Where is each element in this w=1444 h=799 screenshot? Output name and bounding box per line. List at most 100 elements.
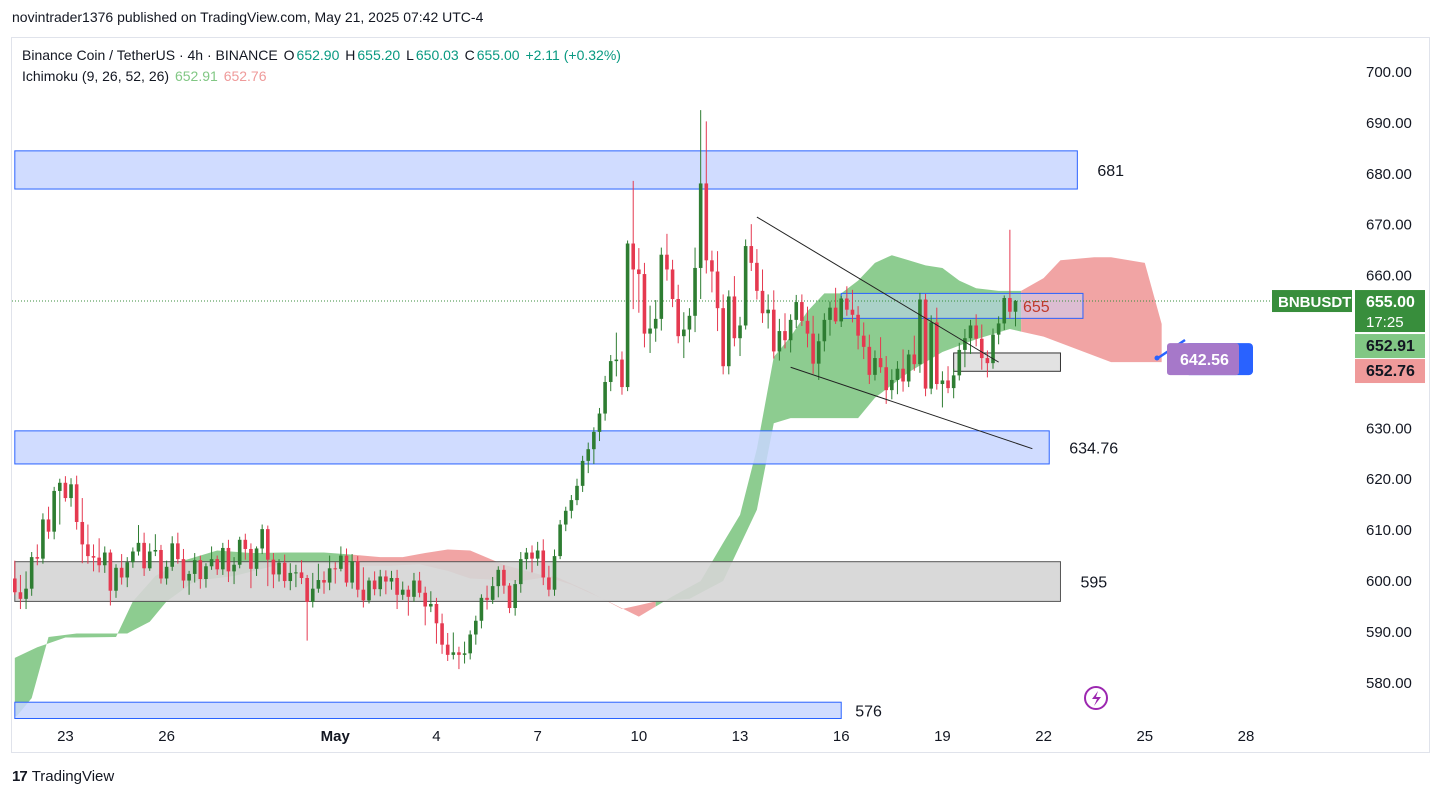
candle-body [518,559,523,585]
indicator-value-1: 652.91 [174,68,218,84]
candle-body [541,550,546,578]
candle-body [648,328,652,334]
candle-body [822,319,827,342]
symbol-tag: BNBUSDT [1278,294,1351,311]
candle-body [80,521,85,545]
chart-legend: Binance Coin / TetherUS · 4h · BINANCE O… [22,45,623,87]
candle-body [710,260,714,272]
candle-body [86,544,90,557]
target-pointer-dot [1154,355,1160,361]
candle-body [816,341,821,364]
candle-body [378,576,383,590]
candle-body [69,484,73,499]
candle-body [777,331,782,352]
candle-body [52,490,56,532]
zone-label: 681 [1097,163,1124,180]
candle-body [102,552,107,566]
candle-body [226,547,231,572]
tradingview-logo-icon: 17 [12,768,28,785]
candle-body [771,309,776,352]
candle-body [552,556,557,590]
zones-layer [14,150,1084,720]
candle-body [350,561,354,583]
low-label: L [406,47,414,63]
candle-body [934,322,939,385]
candle-body [524,552,529,560]
ichimoku-tag-bg [1355,334,1425,359]
candle-body [558,524,562,557]
candle-body [322,580,326,583]
candle-body [170,543,175,567]
candle-body [367,580,371,601]
open-label: O [283,47,295,63]
candle-body [136,542,141,552]
candle-body [901,368,905,382]
candle-body [878,358,883,368]
price-tag-bg [1355,290,1425,333]
candle-body [204,566,208,580]
zone-label: 595 [1080,575,1107,592]
publisher-line: novintrader1376 published on TradingView… [12,9,484,25]
candle-body [159,549,163,579]
candle-body [603,381,607,414]
candle-body [738,325,742,339]
candle-body [457,652,461,655]
candle-body [760,290,765,314]
zone-support [14,701,842,720]
indicator-line: Ichimoku (9, 26, 52, 26) 652.91 652.76 [22,66,623,87]
candle-body [294,572,298,574]
candle-body [800,302,804,321]
candle-body [361,589,366,601]
candle-body [344,555,349,583]
trendline [790,366,1033,450]
candle-body [277,562,281,575]
candle-body [490,586,495,600]
x-tick-label: 26 [158,728,175,745]
y-tick-label: 690.00 [1366,115,1412,132]
candle-body [305,577,309,602]
candle-body [530,552,534,559]
candle-body [339,555,343,569]
candle-body [125,562,130,578]
candle-body [620,359,624,388]
x-tick-label: 4 [432,728,440,745]
candle-body [715,271,720,309]
candle-body [502,569,506,586]
candle-body [580,460,585,486]
x-tick-label: 13 [732,728,749,745]
candle-body [131,551,135,563]
candle-body [625,243,630,388]
candle-body [462,653,467,655]
candle-body [749,246,754,263]
candle-body [963,338,967,350]
candle-body [451,652,456,655]
candle-body [74,484,79,522]
candle-body [732,296,737,339]
candle-body [299,572,304,578]
candle-body [929,322,933,389]
x-tick-label: 16 [833,728,850,745]
candle-body [91,556,96,558]
trendline [756,216,999,363]
candle-body [985,358,990,364]
y-tick-label: 680.00 [1366,166,1412,183]
candle-body [670,269,675,300]
candle-body [288,572,293,582]
candle-body [856,314,860,336]
candle-body [873,358,877,375]
candle-body [895,368,900,380]
candle-body [563,510,568,525]
candle-body [991,334,995,364]
candle-body [507,585,512,609]
candle-body [63,482,68,499]
lightning-icon [1084,686,1108,710]
candle-body [485,597,489,600]
candle-body [608,361,613,382]
candle-body [637,269,641,275]
candle-body [547,577,551,590]
candle-body [687,315,692,330]
candle-body [372,580,377,590]
candle-body [833,307,838,322]
candle-body [513,584,517,609]
